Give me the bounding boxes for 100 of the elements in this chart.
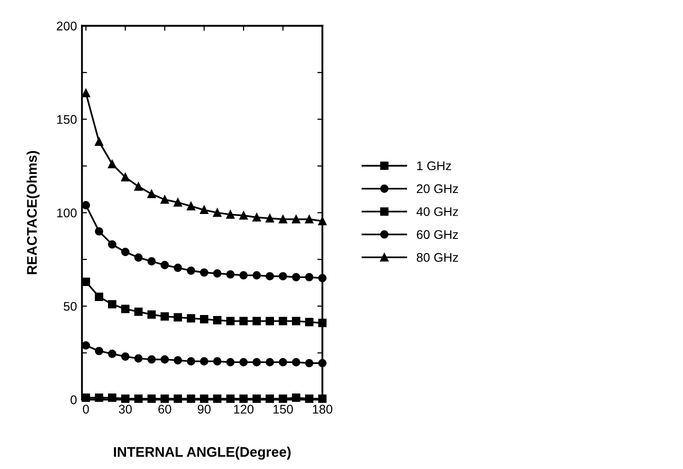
point (121, 248, 130, 256)
point (174, 264, 182, 272)
point (305, 273, 314, 282)
point (94, 346, 104, 356)
point (186, 357, 196, 366)
point (147, 355, 156, 364)
point (174, 198, 182, 207)
point (278, 394, 288, 403)
point (121, 304, 130, 314)
point (147, 190, 156, 198)
point (160, 394, 169, 403)
point (200, 315, 208, 324)
point (160, 312, 169, 321)
point (266, 214, 274, 222)
point (278, 358, 288, 366)
point (108, 394, 116, 402)
point (147, 310, 156, 319)
legend-label: 1 GHz (417, 161, 452, 170)
point (186, 202, 196, 210)
point (200, 268, 208, 277)
point (305, 358, 314, 368)
point (318, 358, 327, 368)
point (226, 210, 235, 219)
point (147, 257, 156, 266)
point (200, 394, 208, 403)
point (213, 316, 222, 324)
point (200, 206, 208, 214)
point (186, 314, 196, 322)
point (292, 215, 300, 224)
point (108, 160, 116, 168)
point (318, 274, 327, 282)
point (94, 227, 104, 236)
y-tick-label: 50 (64, 302, 77, 311)
point (121, 352, 130, 361)
legend-label: 20 GHz (416, 184, 458, 194)
point (266, 316, 274, 326)
point (82, 201, 90, 210)
point (213, 269, 222, 278)
y-tick-label: 200 (56, 22, 77, 30)
point (174, 313, 182, 322)
point (292, 358, 300, 366)
point (186, 394, 196, 403)
point (252, 271, 261, 280)
point (108, 300, 116, 308)
point (278, 215, 288, 224)
point (121, 173, 130, 182)
point (121, 394, 130, 403)
x-axis-title: INTERNAL ANGLE(Degree) (114, 446, 291, 460)
point (252, 213, 261, 222)
point (292, 273, 300, 282)
point (305, 394, 314, 403)
y-tick-label: 0 (70, 395, 77, 404)
point (108, 350, 116, 358)
point (226, 358, 235, 366)
legend-label: 40 GHz (416, 207, 458, 216)
point (160, 355, 169, 364)
point (174, 356, 182, 365)
point (239, 394, 248, 403)
point (278, 316, 288, 326)
y-tick-label: 150 (57, 115, 77, 124)
x-tick-label: 0 (82, 404, 89, 414)
x-tick-label: 120 (234, 404, 254, 414)
point (94, 138, 104, 146)
y-tick-label: 100 (57, 208, 77, 218)
point (108, 240, 116, 249)
point (318, 318, 327, 328)
point (318, 394, 327, 403)
point (266, 394, 274, 403)
point (239, 271, 248, 280)
point (134, 253, 143, 262)
point (252, 394, 261, 403)
point (82, 394, 90, 402)
point (305, 318, 314, 326)
x-tick-label: 60 (158, 404, 172, 414)
point (292, 394, 300, 402)
point (226, 270, 235, 279)
point (213, 357, 222, 366)
point (213, 394, 222, 403)
point (252, 358, 261, 366)
legend-label: 60 GHz (416, 230, 458, 239)
y-axis-title: REACTACE(Ohms) (26, 151, 40, 274)
point (160, 195, 169, 204)
point (134, 308, 143, 316)
point (94, 394, 104, 402)
x-tick-label: 90 (198, 404, 211, 414)
point (160, 260, 169, 270)
point (82, 341, 90, 350)
point (305, 215, 314, 224)
point (239, 211, 248, 220)
point (266, 272, 274, 280)
point (292, 316, 300, 326)
point (266, 358, 274, 366)
point (226, 316, 235, 326)
point (134, 394, 143, 403)
point (213, 208, 222, 217)
point (278, 272, 288, 280)
point (82, 88, 90, 98)
point (94, 292, 104, 301)
point (226, 394, 235, 403)
point (318, 216, 327, 226)
